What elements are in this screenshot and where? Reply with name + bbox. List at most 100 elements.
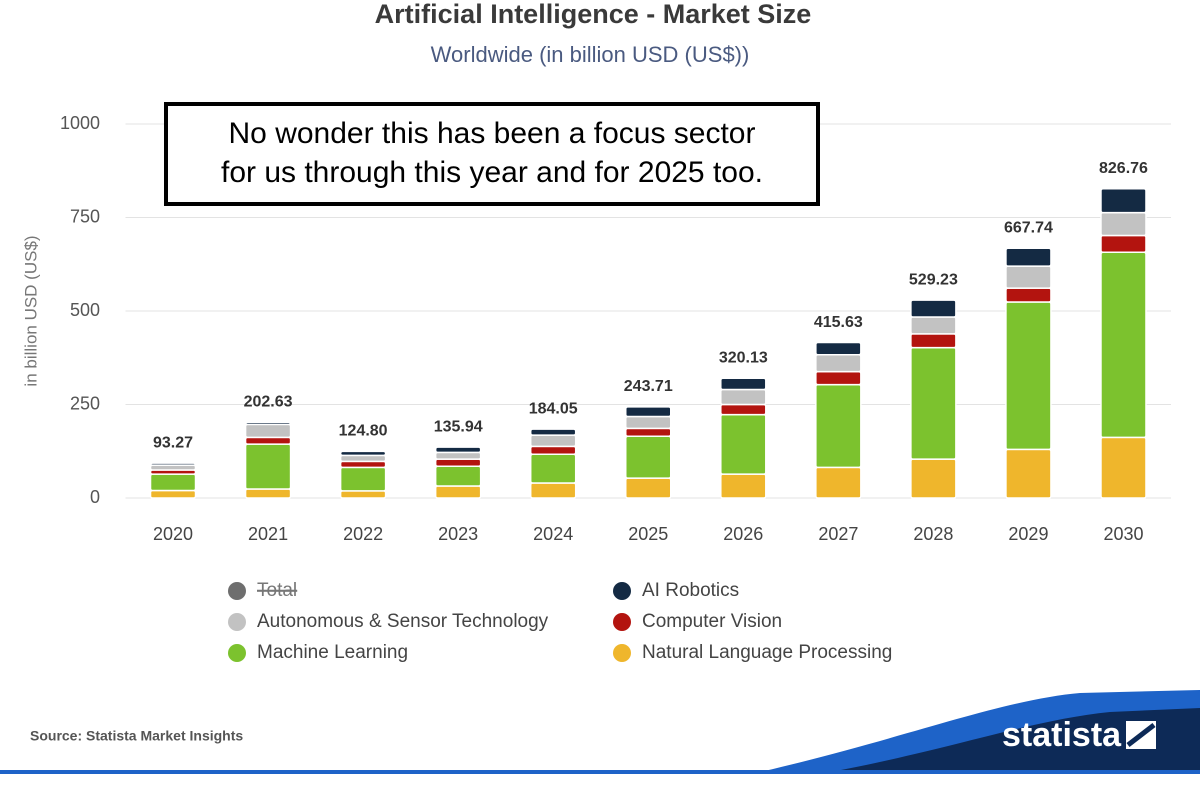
y-tick-label: 250	[70, 393, 100, 413]
brand-swoosh	[830, 708, 1200, 772]
source: Source: Statista Market Insights	[30, 728, 243, 744]
bar-segment	[244, 423, 292, 439]
x-tick-label: 2027	[818, 524, 858, 544]
total-label: 124.80	[339, 423, 388, 440]
bar-segment	[339, 454, 387, 463]
legend-swatch	[228, 644, 246, 662]
chart-subtitle: Worldwide (in billion USD (US$))	[431, 42, 750, 67]
x-tick-label: 2030	[1103, 524, 1143, 544]
annotation-line: for us through this year and for 2025 to…	[221, 156, 763, 189]
bar-segment	[339, 466, 387, 492]
bar-segment	[625, 435, 672, 479]
total-label: 415.63	[814, 314, 863, 331]
bar-segment	[149, 473, 197, 492]
bar-segment	[529, 434, 577, 448]
bar-segment	[244, 421, 292, 426]
total-label: 202.63	[244, 393, 293, 410]
bar-segment	[815, 354, 862, 373]
y-tick-label: 750	[70, 206, 100, 226]
bar-segment	[720, 413, 767, 475]
x-tick-label: 2023	[438, 524, 478, 544]
bar-segment	[910, 458, 957, 499]
bar-segment	[1100, 188, 1147, 214]
bar-segment	[1100, 251, 1147, 439]
total-label: 826.76	[1099, 160, 1148, 177]
bar-segment	[244, 436, 292, 445]
bar-segment	[529, 482, 577, 499]
bar-segment	[910, 316, 957, 335]
bar-segment	[529, 453, 577, 484]
x-tick-label: 2024	[533, 524, 573, 544]
bar-segment	[434, 465, 482, 487]
total-label: 243.71	[624, 378, 673, 395]
bar-segment	[1005, 448, 1052, 499]
bar-segment	[910, 299, 957, 318]
bottom-line	[0, 770, 1200, 774]
bar-segment	[720, 377, 767, 391]
bar-segment	[910, 333, 957, 349]
bar-segment	[1100, 211, 1147, 237]
bar-segment	[244, 443, 292, 490]
bar-segment	[1005, 301, 1052, 451]
bar-segment	[720, 403, 767, 416]
total-label: 93.27	[153, 434, 193, 451]
total-label: 320.13	[719, 349, 768, 366]
bar-segment	[1005, 265, 1052, 289]
chart-title: Artificial Intelligence - Market Size	[375, 0, 812, 29]
legend-label: Autonomous & Sensor Technology	[257, 611, 549, 632]
legend-label: Natural Language Processing	[642, 642, 892, 663]
bar-segment	[720, 473, 767, 499]
bar-segment	[815, 383, 862, 469]
bar-segment	[434, 451, 482, 460]
bar-segment	[529, 445, 577, 455]
y-tick-label: 1000	[60, 113, 100, 133]
bar-segment	[1100, 234, 1147, 254]
bar-segment	[434, 446, 482, 454]
bar-segment	[815, 466, 862, 499]
legend-label: AI Robotics	[642, 580, 739, 601]
bar-segment	[339, 490, 387, 499]
x-tick-label: 2028	[913, 524, 953, 544]
bar-segment	[815, 370, 862, 386]
x-tick-label: 2021	[248, 524, 288, 544]
bar-segment	[149, 462, 197, 466]
legend-swatch	[613, 644, 631, 662]
y-tick-label: 0	[90, 487, 100, 507]
x-tick-label: 2029	[1008, 524, 1048, 544]
legend-swatch	[613, 613, 631, 631]
y-axis-label: in billion USD (US$)	[21, 235, 40, 386]
bar-segment	[1005, 247, 1052, 267]
bar-segment	[149, 489, 197, 499]
bar-segment	[910, 346, 957, 460]
bar-segment	[720, 388, 767, 406]
legend-label: Machine Learning	[257, 642, 408, 663]
y-tick-label: 500	[70, 300, 100, 320]
brand-icon	[1126, 723, 1156, 747]
bar-segment	[434, 458, 482, 467]
bar-segment	[625, 415, 672, 430]
bar-segment	[244, 488, 292, 499]
total-label: 135.94	[434, 418, 483, 435]
annotation-box	[164, 102, 820, 206]
bar-segment	[815, 341, 862, 356]
legend-label: Computer Vision	[642, 611, 782, 632]
total-label: 667.74	[1004, 219, 1053, 236]
bar-segment	[529, 428, 577, 436]
x-tick-label: 2020	[153, 524, 193, 544]
brand-logo: statista	[1002, 716, 1122, 754]
total-label: 529.23	[909, 271, 958, 288]
bar-segment	[434, 485, 482, 499]
bar-segment	[339, 460, 387, 469]
total-label: 184.05	[529, 400, 578, 417]
legend-swatch	[228, 582, 246, 600]
x-tick-label: 2026	[723, 524, 763, 544]
x-tick-label: 2025	[628, 524, 668, 544]
bar-segment	[339, 450, 387, 457]
x-tick-label: 2022	[343, 524, 383, 544]
annotation-line: No wonder this has been a focus sector	[229, 117, 756, 150]
bar-segment	[625, 477, 672, 499]
bar-segment	[625, 427, 672, 438]
